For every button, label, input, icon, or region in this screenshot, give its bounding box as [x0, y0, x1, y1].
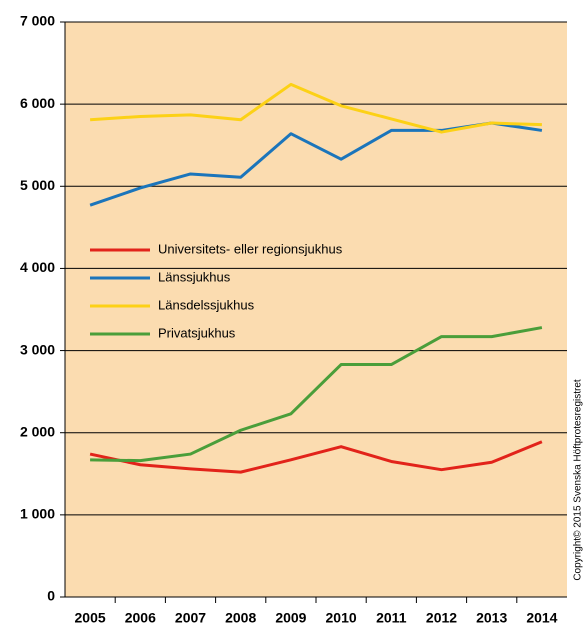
- line-series: [90, 82, 542, 134]
- x-tick-label: 2012: [426, 610, 457, 626]
- y-tick-label: 4 000: [20, 259, 55, 275]
- x-tick-label: 2014: [526, 610, 557, 626]
- y-tick-label: 6 000: [20, 95, 55, 111]
- x-tick-label: 2006: [125, 610, 156, 626]
- copyright: Copyright© 2015 Svenska Höftprotesregist…: [573, 379, 584, 581]
- line-series: [90, 326, 543, 463]
- x-tick-label: 2011: [376, 610, 407, 626]
- y-tick-label: 7 000: [20, 13, 55, 29]
- y-tick-label: 3 000: [20, 341, 55, 357]
- legend-label: Privatsjukhus: [158, 325, 236, 340]
- y-tick-label: 1 000: [20, 506, 55, 522]
- x-tick-label: 2007: [175, 610, 206, 626]
- y-tick-label: 2 000: [20, 423, 55, 439]
- x-tick-label: 2009: [275, 610, 306, 626]
- x-tick-label: 2010: [326, 610, 357, 626]
- y-tick-label: 0: [47, 588, 55, 604]
- x-tick-label: 2013: [476, 610, 507, 626]
- x-tick-label: 2008: [225, 610, 256, 626]
- plot-background: [65, 22, 567, 597]
- legend-label: Universitets- eller regionsjukhus: [158, 241, 343, 256]
- line-series: [89, 440, 543, 474]
- legend-label: Länssjukhus: [158, 269, 231, 284]
- y-tick-label: 5 000: [20, 177, 55, 193]
- x-tick-label: 2005: [75, 610, 106, 626]
- legend-label: Länsdelssjukhus: [158, 297, 255, 312]
